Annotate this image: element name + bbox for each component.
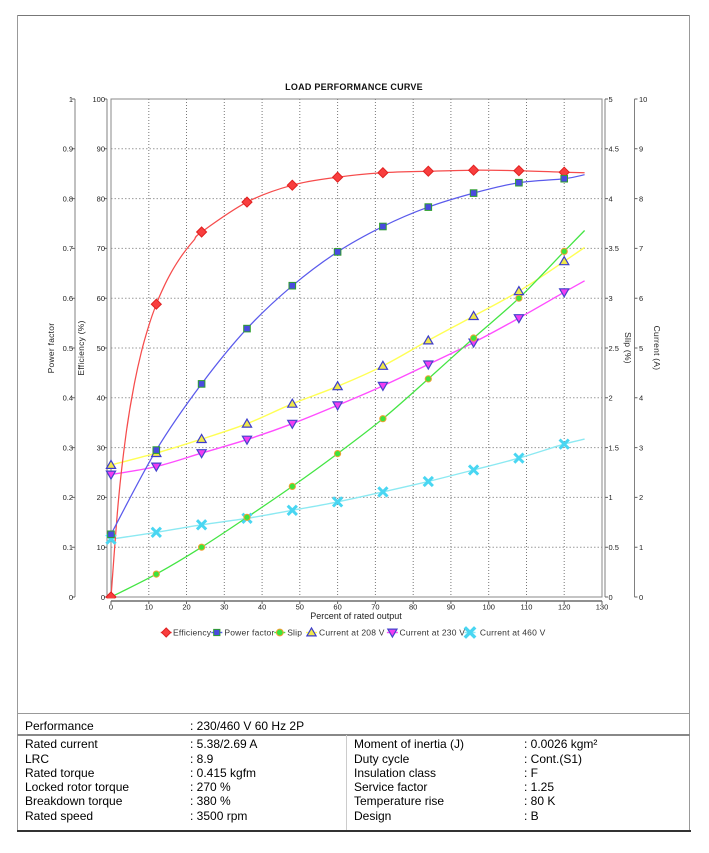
svg-text:60: 60	[97, 294, 105, 303]
svg-text:5: 5	[639, 344, 643, 353]
svg-text:2: 2	[639, 493, 643, 502]
svg-text:90: 90	[447, 603, 455, 612]
svg-text:0.1: 0.1	[63, 543, 73, 552]
svg-text:10: 10	[639, 95, 647, 104]
svg-text:Current at 208 V: Current at 208 V	[319, 628, 385, 638]
svg-text:0.2: 0.2	[63, 493, 73, 502]
svg-text:6: 6	[639, 294, 643, 303]
svg-text:Efficiency: Efficiency	[173, 628, 212, 638]
svg-text:20: 20	[182, 603, 190, 612]
svg-text:Current at 460 V: Current at 460 V	[480, 628, 546, 638]
svg-text:2.5: 2.5	[609, 344, 619, 353]
svg-text:3: 3	[639, 443, 643, 452]
svg-text:Power factor: Power factor	[46, 323, 56, 374]
svg-text:0: 0	[69, 593, 73, 602]
svg-text:0.6: 0.6	[63, 294, 73, 303]
svg-text:0.5: 0.5	[609, 543, 619, 552]
svg-text:90: 90	[97, 145, 105, 154]
svg-text:3.5: 3.5	[609, 244, 619, 253]
svg-text:60: 60	[333, 603, 341, 612]
svg-text:Slip (%): Slip (%)	[623, 332, 633, 364]
svg-text:Efficiency (%): Efficiency (%)	[76, 320, 86, 375]
svg-text:0.3: 0.3	[63, 443, 73, 452]
svg-text:20: 20	[97, 493, 105, 502]
svg-text:Percent of rated output: Percent of rated output	[310, 611, 402, 621]
svg-text:100: 100	[92, 95, 105, 104]
svg-text:Power factor: Power factor	[224, 628, 274, 638]
svg-text:4: 4	[609, 194, 613, 203]
svg-text:0.4: 0.4	[63, 394, 73, 403]
svg-text:80: 80	[97, 194, 105, 203]
svg-text:LOAD PERFORMANCE CURVE: LOAD PERFORMANCE CURVE	[285, 82, 423, 92]
svg-text:120: 120	[558, 603, 571, 612]
svg-text:130: 130	[596, 603, 609, 612]
svg-text:8: 8	[639, 194, 643, 203]
svg-text:4: 4	[639, 394, 643, 403]
svg-text:3: 3	[609, 294, 613, 303]
svg-text:2: 2	[609, 394, 613, 403]
svg-text:9: 9	[639, 145, 643, 154]
svg-text:4.5: 4.5	[609, 145, 619, 154]
svg-text:50: 50	[296, 603, 304, 612]
svg-text:0: 0	[609, 593, 613, 602]
svg-text:0: 0	[101, 593, 105, 602]
svg-text:Current at 230 V: Current at 230 V	[400, 628, 466, 638]
svg-text:5: 5	[609, 95, 613, 104]
svg-text:30: 30	[220, 603, 228, 612]
svg-text:10: 10	[97, 543, 105, 552]
svg-text:1: 1	[609, 493, 613, 502]
svg-text:0: 0	[109, 603, 113, 612]
svg-text:110: 110	[521, 603, 533, 612]
svg-text:7: 7	[639, 244, 643, 253]
svg-text:0.8: 0.8	[63, 194, 73, 203]
svg-text:1.5: 1.5	[609, 443, 619, 452]
svg-text:10: 10	[145, 603, 153, 612]
svg-text:1: 1	[639, 543, 643, 552]
svg-text:1: 1	[69, 95, 73, 104]
svg-text:70: 70	[371, 603, 379, 612]
svg-text:0.7: 0.7	[63, 244, 73, 253]
svg-text:Slip: Slip	[287, 628, 302, 638]
svg-text:40: 40	[97, 394, 105, 403]
svg-text:0.5: 0.5	[63, 344, 73, 353]
svg-text:30: 30	[97, 443, 105, 452]
svg-text:80: 80	[409, 603, 417, 612]
svg-text:0.9: 0.9	[63, 145, 73, 154]
svg-text:100: 100	[482, 603, 495, 612]
svg-text:70: 70	[97, 244, 105, 253]
svg-text:0: 0	[639, 593, 643, 602]
svg-text:50: 50	[97, 344, 105, 353]
svg-text:Current (A): Current (A)	[652, 326, 662, 371]
svg-text:40: 40	[258, 603, 266, 612]
